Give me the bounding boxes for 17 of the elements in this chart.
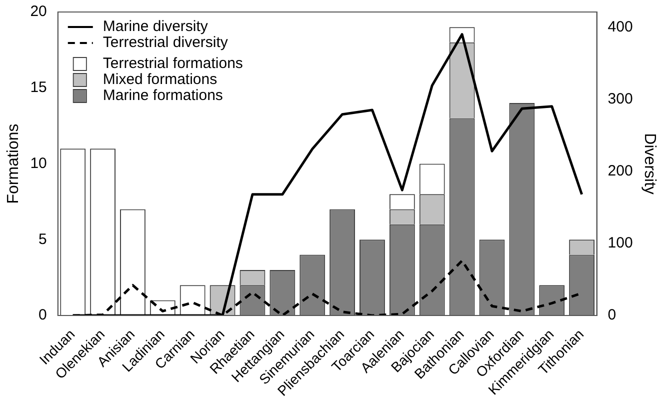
y-axis-title: Formations (5, 124, 22, 204)
y-tick-label: 15 (30, 79, 47, 96)
y2-tick-label: 400 (608, 18, 633, 36)
y2-tick-label: 100 (608, 234, 633, 252)
legend-label: Marine diversity (102, 18, 208, 36)
y-tick-label: 10 (30, 154, 47, 172)
y-tick-label: 0 (38, 306, 47, 324)
y2-tick-label: 300 (608, 90, 633, 108)
legend-label: Terrestrial formations (102, 55, 243, 72)
y2-tick-label: 0 (608, 306, 616, 324)
legend-label: Mixed formations (102, 71, 218, 88)
y-tick-label: 20 (30, 3, 47, 20)
legend-label: Marine formations (102, 87, 223, 104)
legend-label: Terrestrial diversity (102, 34, 228, 52)
y2-axis-title: Diversity (640, 133, 658, 194)
y-tick-label: 5 (38, 230, 47, 248)
y2-tick-label: 200 (608, 162, 633, 180)
